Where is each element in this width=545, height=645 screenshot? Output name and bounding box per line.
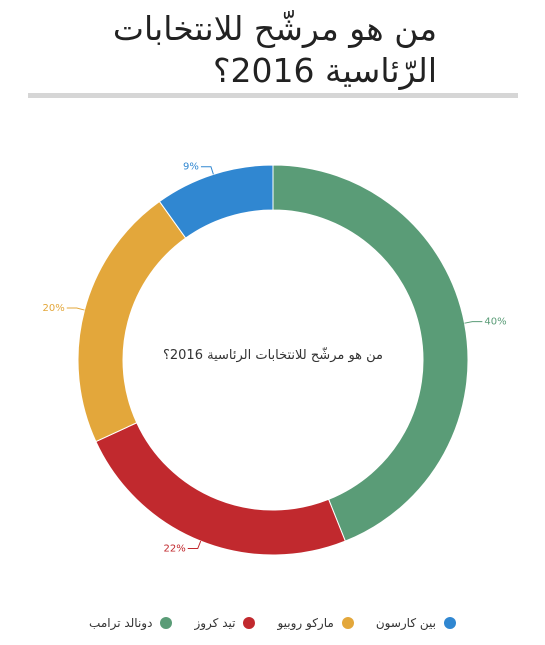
legend-label: تيد كروز [194,616,236,630]
legend: دونالد ترامب تيد كروز ماركو روبيو بين كارسو… [0,616,545,630]
legend-label: دونالد ترامب [89,616,153,630]
legend-label: ماركو روبيو [277,616,334,630]
legend-item: ماركو روبيو [277,616,354,630]
leader-line [187,540,202,550]
data-label: 20% [43,303,65,314]
leader-line [200,166,214,175]
donut-slice [272,164,469,542]
donut-slice [158,164,274,239]
title-rule [28,93,518,98]
legend-label: بين كارسون [375,616,436,630]
chart-title: من هو مرشّح للانتخابات الرّئاسية 2016؟ [112,9,437,90]
leader-line [66,307,85,311]
legend-swatch [243,617,256,629]
data-label: 9% [183,162,199,173]
legend-swatch [341,617,354,629]
legend-item: تيد كروز [194,616,256,630]
data-label: 40% [484,317,506,328]
center-text: من هو مرشّح للانتخابات الرئاسية 2016؟ [162,348,384,363]
donut-slice [77,200,187,443]
legend-item: بين كارسون [376,616,456,630]
legend-swatch [443,617,456,629]
leader-line [464,321,483,324]
legend-item: دونالد ترامب [89,616,173,630]
donut-slice [95,422,346,556]
data-label: 22% [164,544,186,555]
legend-swatch [160,617,173,629]
